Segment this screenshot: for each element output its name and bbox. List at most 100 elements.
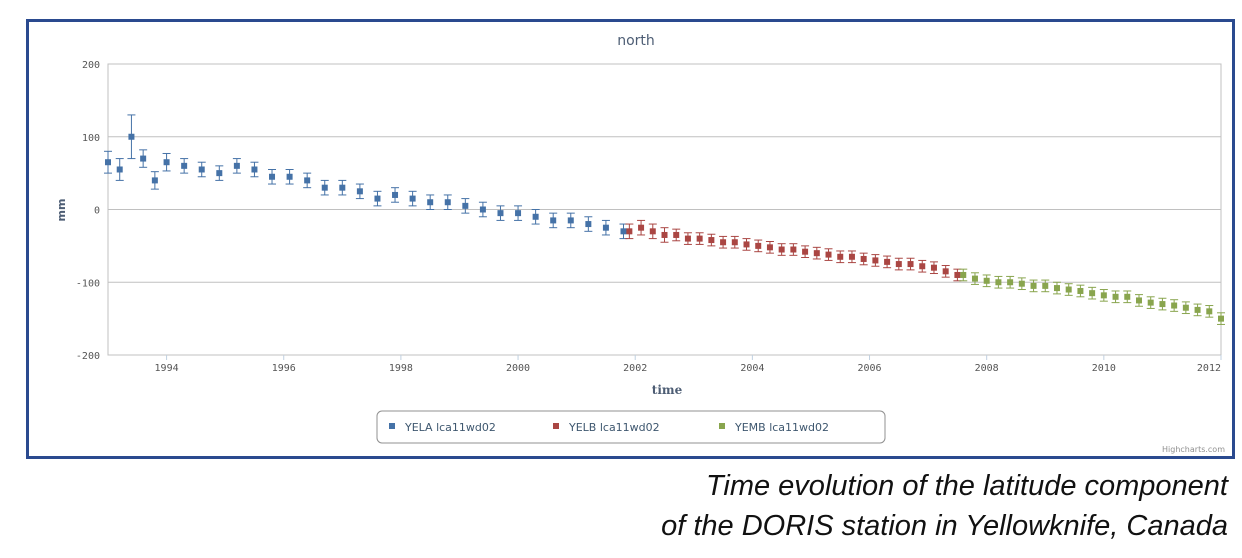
data-point[interactable]: [638, 224, 645, 231]
data-point[interactable]: [105, 159, 111, 166]
data-point[interactable]: [479, 206, 486, 213]
data-point[interactable]: [720, 239, 727, 246]
data-point[interactable]: [497, 210, 504, 217]
data-point[interactable]: [1077, 287, 1084, 294]
x-tick-label: 2012: [1197, 363, 1221, 374]
data-point[interactable]: [743, 241, 750, 248]
data-point[interactable]: [409, 195, 416, 202]
data-point[interactable]: [550, 217, 557, 224]
data-point[interactable]: [942, 268, 949, 275]
data-point[interactable]: [321, 184, 328, 191]
data-point[interactable]: [1159, 301, 1166, 308]
x-tick-label: 2002: [623, 363, 647, 374]
data-point[interactable]: [708, 237, 715, 244]
data-point[interactable]: [1135, 297, 1142, 304]
data-point[interactable]: [602, 224, 609, 231]
legend-label: YEMB lca11wd02: [734, 421, 829, 434]
data-point[interactable]: [1065, 286, 1072, 293]
x-tick-label: 2006: [857, 363, 881, 374]
data-point[interactable]: [825, 251, 832, 258]
data-point[interactable]: [813, 250, 820, 257]
data-point[interactable]: [1147, 299, 1154, 306]
data-point[interactable]: [1112, 293, 1119, 300]
data-point[interactable]: [995, 279, 1002, 286]
data-point[interactable]: [884, 258, 891, 265]
data-point[interactable]: [140, 155, 147, 162]
legend-item-2[interactable]: YELB lca11wd02: [553, 421, 660, 434]
data-point[interactable]: [356, 188, 363, 195]
data-point[interactable]: [1124, 293, 1131, 300]
data-point[interactable]: [626, 228, 633, 235]
data-point[interactable]: [251, 166, 258, 173]
data-point[interactable]: [673, 231, 680, 238]
data-point[interactable]: [444, 199, 451, 206]
data-point[interactable]: [802, 248, 809, 255]
data-point[interactable]: [1030, 282, 1037, 289]
y-tick-label: -200: [76, 351, 100, 362]
data-point[interactable]: [462, 202, 469, 209]
data-point[interactable]: [790, 246, 797, 253]
data-point[interactable]: [1100, 292, 1107, 299]
data-point[interactable]: [216, 170, 223, 177]
data-point[interactable]: [696, 235, 703, 242]
data-point[interactable]: [930, 264, 937, 271]
data-point[interactable]: [1206, 308, 1213, 315]
data-point[interactable]: [151, 177, 158, 184]
x-tick-label: 2008: [975, 363, 999, 374]
data-point[interactable]: [860, 255, 867, 262]
data-point[interactable]: [286, 173, 293, 180]
y-tick-label: 200: [82, 60, 100, 71]
caption-line-2: of the DORIS station in Yellowknife, Can…: [661, 510, 1228, 542]
data-point[interactable]: [907, 261, 914, 268]
data-point[interactable]: [392, 191, 399, 198]
data-point[interactable]: [339, 184, 346, 191]
data-point[interactable]: [269, 173, 276, 180]
data-point[interactable]: [731, 239, 738, 246]
data-point[interactable]: [919, 263, 926, 270]
data-point[interactable]: [304, 177, 311, 184]
data-point[interactable]: [374, 195, 381, 202]
data-point[interactable]: [954, 271, 961, 278]
data-point[interactable]: [233, 162, 240, 169]
data-point[interactable]: [1007, 279, 1014, 286]
data-point[interactable]: [661, 231, 668, 238]
data-point[interactable]: [872, 257, 879, 264]
data-point[interactable]: [585, 221, 592, 228]
data-point[interactable]: [1053, 285, 1060, 292]
chart-title: north: [617, 33, 655, 49]
data-point[interactable]: [181, 162, 188, 169]
data-point[interactable]: [755, 242, 762, 249]
data-point[interactable]: [684, 235, 691, 242]
data-point[interactable]: [567, 217, 574, 224]
data-point[interactable]: [971, 275, 978, 282]
data-point[interactable]: [1182, 304, 1189, 311]
highcharts-credit[interactable]: Highcharts.com: [1162, 445, 1225, 454]
data-point[interactable]: [1042, 282, 1049, 289]
legend-item-3[interactable]: YEMB lca11wd02: [719, 421, 829, 434]
series-layer: [104, 114, 1225, 325]
data-point[interactable]: [1018, 280, 1025, 287]
y-tick-label: 0: [94, 206, 100, 217]
data-point[interactable]: [163, 159, 170, 166]
data-point[interactable]: [983, 277, 990, 284]
data-point[interactable]: [848, 253, 855, 260]
data-point[interactable]: [515, 210, 522, 217]
data-point[interactable]: [198, 166, 205, 173]
data-point[interactable]: [766, 244, 773, 251]
data-point[interactable]: [1171, 302, 1178, 309]
data-point[interactable]: [532, 213, 539, 220]
legend-item-1[interactable]: YELA lca11wd02: [389, 421, 496, 434]
legend-items: YELA lca11wd02 YELB lca11wd02 YEMB lca11wd…: [389, 421, 829, 434]
data-point[interactable]: [427, 199, 434, 206]
data-point[interactable]: [1089, 290, 1096, 297]
data-point[interactable]: [649, 228, 656, 235]
data-point[interactable]: [620, 228, 627, 235]
data-point[interactable]: [128, 133, 135, 140]
data-point[interactable]: [960, 271, 967, 278]
data-point[interactable]: [1218, 315, 1224, 322]
data-point[interactable]: [895, 261, 902, 268]
data-point[interactable]: [1194, 306, 1201, 313]
data-point[interactable]: [837, 253, 844, 260]
data-point[interactable]: [116, 166, 123, 173]
data-point[interactable]: [778, 246, 785, 253]
